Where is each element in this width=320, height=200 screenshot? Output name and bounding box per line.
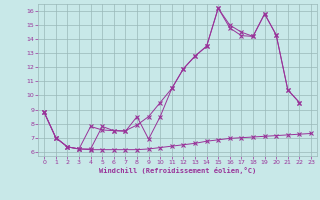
- X-axis label: Windchill (Refroidissement éolien,°C): Windchill (Refroidissement éolien,°C): [99, 167, 256, 174]
